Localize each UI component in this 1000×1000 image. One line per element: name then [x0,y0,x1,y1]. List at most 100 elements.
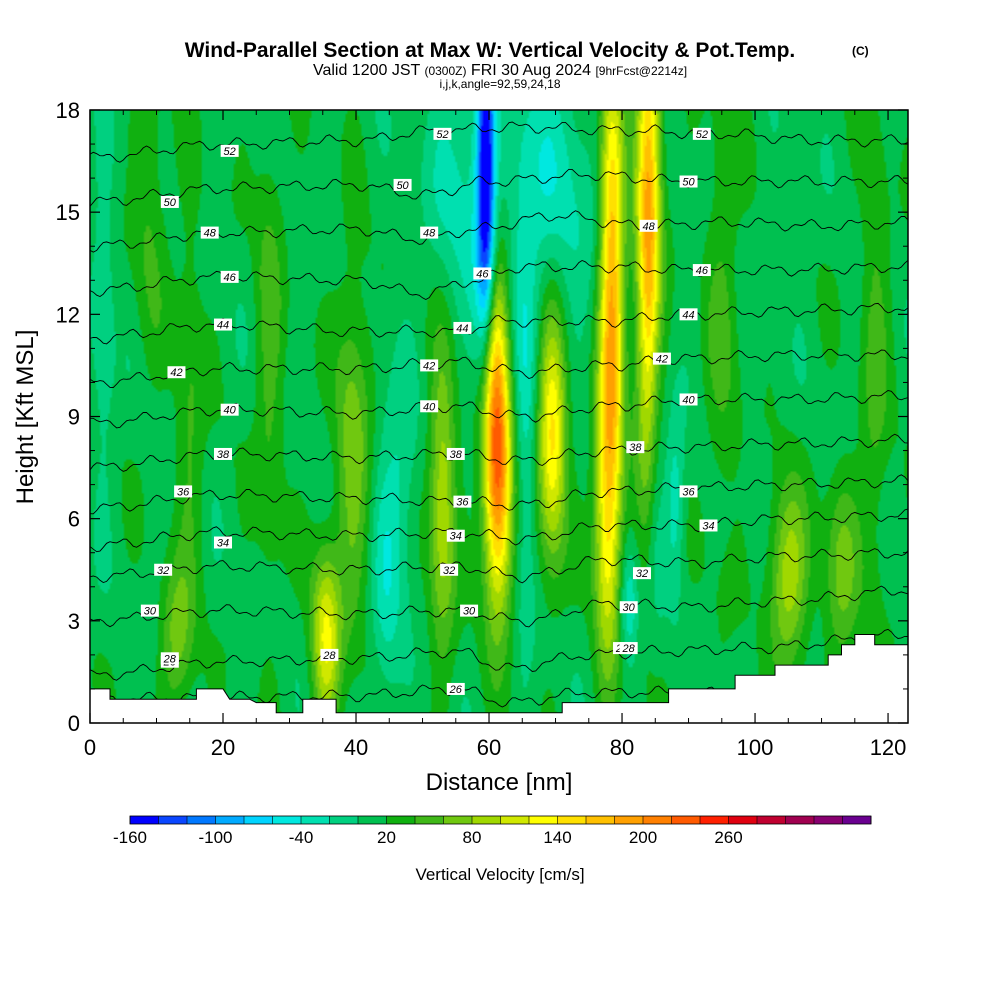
isentrope-label-text: 38 [217,449,230,461]
isentrope-label: 52 [220,144,239,158]
colorbar-swatch [158,816,188,824]
terrain [90,634,908,723]
colorbar-tick-label: 20 [377,828,396,847]
y-tick-label: 9 [68,405,80,430]
isentrope-label-bg [619,642,638,655]
isentrope-label-bg [140,604,159,617]
isentrope-label-text: 44 [456,323,468,335]
colorbar-swatch [842,816,872,824]
colorbar-tick-label: 140 [543,828,571,847]
isentrope-label-bg [446,682,465,695]
colorbar-swatch [329,816,359,824]
y-axis-label: Height [Kft MSL] [12,330,39,505]
chart-title: Wind-Parallel Section at Max W: Vertical… [185,39,796,62]
isentrope-label-text: 34 [702,520,714,532]
isentrope-28 [90,628,908,681]
colorbar-swatch [386,816,416,824]
colorbar-tick-label: 260 [714,828,742,847]
isentrope-label-text: 50 [164,197,177,209]
isentrope-label: 28 [320,648,339,662]
isentrope-label: 46 [220,270,239,284]
colorbar-swatch [272,816,302,824]
isentrope-label-text: 52 [436,129,448,141]
colorbar: -160 -100 -40 20 80 140 200 260 [113,815,872,847]
x-tick-label: 20 [211,735,235,760]
isentrope-label-bg [220,144,239,157]
x-tick-label: 0 [84,735,96,760]
isentrope-label-bg [473,267,492,280]
isentrope-label: 38 [626,441,645,454]
y-tick-label: 12 [56,302,80,327]
isentrope-label-text: 38 [450,449,463,461]
isentrope-30 [90,585,908,628]
isentrope-label-text: 30 [144,606,157,618]
isentrope-label: 40 [220,403,239,417]
isentrope-label: 32 [440,563,459,577]
isentrope-label-text: 50 [682,177,695,189]
colorbar-swatch [643,816,672,824]
isentrope-34 [90,508,908,553]
colorbar-swatch [757,816,786,824]
colorbar-tick-label: 80 [463,828,482,847]
colorbar-swatch [529,816,558,824]
colorbar-swatch [244,816,273,824]
isentrope-label: 26 [446,682,465,696]
isentrope-label-bg [420,359,439,372]
isentrope-label-text: 52 [224,146,236,158]
isentrope-label: 40 [420,400,439,413]
isentrope-label-bg [453,495,472,508]
isentrope-label: 48 [639,219,658,233]
isentrope-label-text: 40 [682,394,695,406]
isentrope-label-text: 50 [396,180,409,192]
isentrope-label-bg [632,567,651,580]
colorbar-tick-label: 200 [629,828,657,847]
isentrope-labels: 2626262828283030303232323434343636363838… [140,127,718,696]
isentrope-label-bg [214,318,233,331]
isentrope-label-text: 38 [629,442,642,454]
isentrope-label-bg [220,270,239,283]
isentrope-label: 32 [154,563,173,577]
isentrope-label-bg [692,127,711,140]
isentrope-label: 44 [679,308,698,321]
x-axis-label: Distance [nm] [426,769,573,796]
isentrope-label: 30 [619,601,638,614]
isentrope-label-bg [679,308,698,321]
colorbar-swatch [814,816,843,824]
colorbar-tick-label: -160 [113,828,147,847]
isentrope-label: 36 [453,495,472,509]
isentrope-label-text: 42 [423,360,435,372]
x-tick-label: 60 [477,735,501,760]
isentrope-label-bg [214,447,233,460]
isentrope-label-text: 28 [163,653,177,665]
isentrope-label: 38 [446,447,465,461]
colorbar-swatch [557,816,587,824]
plot-area: 2626262828283030303232323434343636363838… [90,110,908,723]
isentrope-label-text: 36 [456,497,469,509]
chart-subtitle: Valid 1200 JST (0300Z) FRI 30 Aug 2024 [… [313,62,687,79]
isentrope-label-bg [619,601,638,614]
isentrope-label-text: 26 [449,684,463,696]
isentrope-label-bg [440,563,459,576]
isentrope-label-bg [446,529,465,542]
x-axis: 0 20 40 60 80 100 120 [84,110,906,760]
isentrope-label: 52 [433,127,452,141]
isentrope-label-bg [200,226,219,239]
isentrope-label: 42 [420,359,439,372]
isentrope-label-text: 30 [623,602,636,614]
isentrope-label-bg [154,563,173,576]
isentrope-label-text: 32 [443,565,455,577]
y-tick-label: 0 [68,711,80,736]
isentrope-label-text: 34 [217,538,229,550]
isentrope-label: 34 [446,529,465,543]
isentrope-label: 34 [699,519,718,532]
isentrope-label-bg [626,441,645,454]
isentrope-label-text: 48 [204,228,217,240]
colorbar-swatch [728,816,758,824]
isentrope-label: 44 [453,321,472,335]
isentrope-label-bg [420,226,439,239]
isentrope-label-bg [679,485,698,498]
isentrope-label-bg [167,366,186,379]
isentrope-label: 28 [619,642,638,655]
